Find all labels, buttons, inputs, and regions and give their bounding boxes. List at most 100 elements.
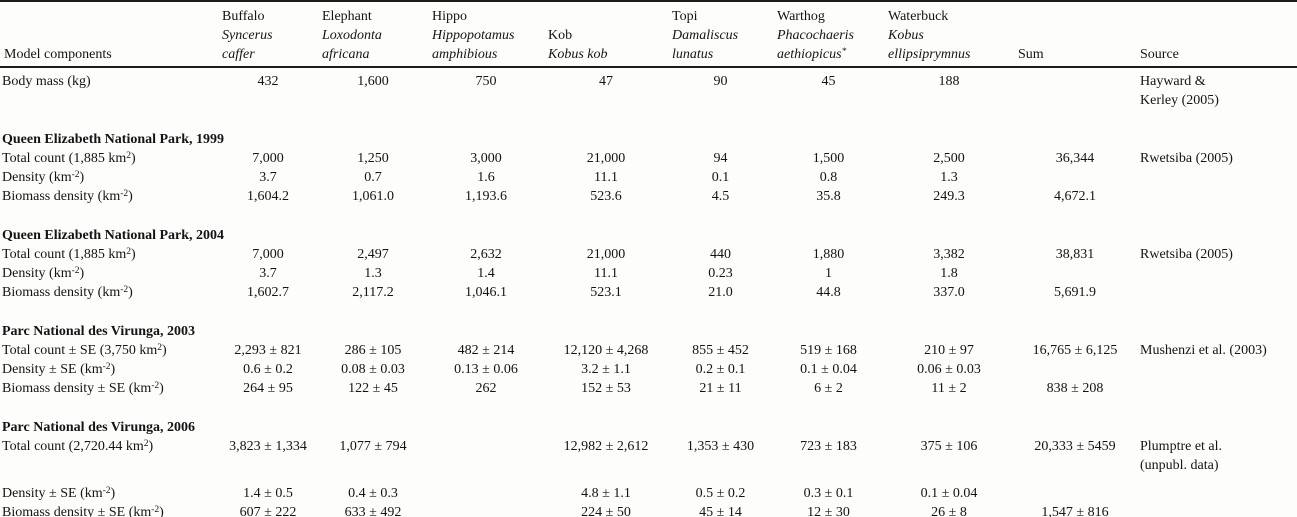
- value-cell-hippo: 262: [475, 381, 497, 396]
- value-cell-warthog: 1,500: [812, 151, 845, 166]
- table-row: Density ± SE (km-2) 1.4 ± 0.5 0.4 ± 0.3 4.8…: [0, 484, 1297, 503]
- source-line: Kerley (2005): [1140, 93, 1219, 108]
- value-cell-elephant: 0.4 ± 0.3: [348, 486, 398, 501]
- label-superscript: 2: [126, 246, 131, 257]
- value-cell-elephant: 122 ± 45: [348, 381, 398, 396]
- value-cell-warthog: 519 ± 168: [800, 343, 857, 358]
- value-cell-waterbuck: 26 ± 8: [931, 505, 967, 517]
- row-label: Total count ± SE (3,750 km2): [2, 342, 167, 358]
- value-cell-elephant: 1,250: [357, 151, 389, 166]
- elephant-scientific-name: africana: [322, 47, 370, 62]
- value-cell-topi: 855 ± 452: [692, 343, 749, 358]
- col-header-warthog: Warthog Phacochaeris aethiopicus*: [773, 1, 884, 68]
- row-label: Biomass density (km-2): [2, 188, 133, 204]
- source-cell: [1136, 283, 1297, 302]
- section-title-row: Queen Elizabeth National Park, 2004: [0, 206, 1297, 245]
- row-label: Body mass (kg): [2, 74, 91, 89]
- source-line: Plumptre et al.: [1140, 439, 1223, 454]
- row-label: Total count (1,885 km2): [2, 246, 136, 262]
- value-cell-buffalo: 7,000: [252, 151, 284, 166]
- value-cell-warthog: 0.8: [819, 170, 838, 185]
- section-title: Parc National des Virunga, 2006: [2, 420, 196, 435]
- label-superscript: -2: [102, 485, 111, 496]
- value-cell-buffalo: 3.7: [259, 170, 277, 185]
- value-cell-buffalo: 0.6 ± 0.2: [243, 362, 293, 377]
- value-cell-topi: 0.1: [711, 170, 730, 185]
- source-cell: Mushenzi et al. (2003): [1136, 341, 1297, 360]
- value-cell-buffalo: 264 ± 95: [243, 381, 293, 396]
- source-cell: [1136, 360, 1297, 379]
- kob-common-name: Kob: [548, 28, 573, 43]
- warthog-scientific-name: Phacochaeris: [777, 28, 854, 43]
- section-title-row: Parc National des Virunga, 2006: [0, 398, 1297, 437]
- topi-common-name: Topi: [672, 9, 698, 24]
- value-cell-topi: 0.2 ± 0.1: [695, 362, 746, 377]
- col-header-kob: Kob Kobus kob: [544, 1, 668, 68]
- value-cell-topi: 0.5 ± 0.2: [695, 486, 746, 501]
- source-cell: [1136, 168, 1297, 187]
- hippo-scientific-name: amphibious: [432, 47, 498, 62]
- warthog-common-name: Warthog: [777, 9, 825, 24]
- label-superscript: -2: [151, 380, 160, 391]
- source-cell: [1136, 264, 1297, 283]
- value-cell-hippo: [428, 503, 544, 517]
- table-row: Total count (1,885 km2) 7,000 2,497 2,632 21…: [0, 245, 1297, 264]
- hippo-scientific-name: Hippopotamus: [432, 28, 515, 43]
- col-header-elephant: Elephant Loxodonta africana: [318, 1, 428, 68]
- sum-cell: [1014, 484, 1136, 503]
- kob-scientific-name: Kobus kob: [548, 47, 608, 62]
- col-header-hippo: Hippo Hippopotamus amphibious: [428, 1, 544, 68]
- table-body: Body mass (kg) 432 1,600 750 47 90 45 188 Haywar…: [0, 67, 1297, 517]
- source-line: Mushenzi et al. (2003): [1140, 343, 1267, 358]
- source-cell: [1136, 484, 1297, 503]
- value-cell-warthog: 1,880: [812, 247, 845, 262]
- source-line: Rwetsiba (2005): [1140, 151, 1233, 166]
- value-cell-elephant: 0.08 ± 0.03: [341, 362, 405, 377]
- label-superscript: -2: [71, 265, 80, 276]
- value-cell-kob: 12,120 ± 4,268: [563, 343, 649, 358]
- value-cell-waterbuck: 2,500: [933, 151, 965, 166]
- label-superscript: -2: [120, 188, 129, 199]
- value-cell-buffalo: 2,293 ± 821: [234, 343, 302, 358]
- value-cell-kob: 12,982 ± 2,612: [563, 439, 649, 454]
- header-model-components: Model components: [0, 1, 218, 68]
- sum-cell: 36,344: [1055, 151, 1095, 166]
- value-cell-topi: 1,353 ± 430: [686, 439, 755, 454]
- source-line: (unpubl. data): [1140, 458, 1219, 473]
- value-cell-topi: 21.0: [708, 285, 733, 300]
- hippo-common-name: Hippo: [432, 9, 467, 24]
- value-cell-elephant: 2,497: [357, 247, 389, 262]
- value-cell-waterbuck: 375 ± 106: [920, 439, 978, 454]
- table-row: Total count ± SE (3,750 km2) 2,293 ± 821 2…: [0, 341, 1297, 360]
- label-superscript: -2: [102, 361, 111, 372]
- table-row: Density (km-2) 3.7 1.3 1.4 11.1 0.23 1 1.8: [0, 264, 1297, 283]
- label-superscript: 2: [143, 438, 149, 449]
- value-cell-hippo: [428, 484, 544, 503]
- value-cell-waterbuck: 337.0: [933, 285, 965, 300]
- value-cell-waterbuck: 11 ± 2: [931, 381, 967, 396]
- value-cell-hippo: 3,000: [470, 151, 502, 166]
- value-cell-warthog: 6 ± 2: [814, 381, 843, 396]
- value-cell-hippo: 1.4: [477, 266, 495, 281]
- sum-cell: [1014, 264, 1136, 283]
- sum-cell: 16,765 ± 6,125: [1032, 343, 1118, 358]
- source-cell: Plumptre et al. (unpubl. data): [1136, 437, 1297, 484]
- section-title-row: Parc National des Virunga, 2003: [0, 302, 1297, 341]
- sum-cell: [1014, 360, 1136, 379]
- table-row: Body mass (kg) 432 1,600 750 47 90 45 188 Haywar…: [0, 67, 1297, 110]
- label-superscript: 2: [157, 342, 162, 353]
- elephant-scientific-name: Loxodonta: [322, 28, 382, 43]
- value-cell-warthog: 45: [821, 74, 836, 89]
- col-header-source: Source: [1136, 1, 1297, 68]
- value-cell-kob: 523.6: [590, 189, 622, 204]
- source-cell: [1136, 503, 1297, 517]
- value-cell-warthog: 1: [825, 266, 832, 281]
- label-superscript: 2: [126, 150, 131, 161]
- value-cell-buffalo: 3,823 ± 1,334: [229, 439, 307, 454]
- value-cell-kob: 11.1: [594, 266, 618, 281]
- value-cell-topi: 440: [710, 247, 731, 262]
- value-cell-topi: 90: [713, 74, 728, 89]
- value-cell-kob: 224 ± 50: [581, 505, 631, 517]
